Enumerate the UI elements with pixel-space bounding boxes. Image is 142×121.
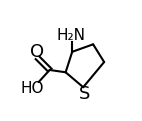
Text: O: O: [30, 43, 44, 61]
Text: H₂N: H₂N: [57, 28, 86, 43]
Text: HO: HO: [20, 81, 44, 96]
Text: S: S: [79, 85, 90, 103]
